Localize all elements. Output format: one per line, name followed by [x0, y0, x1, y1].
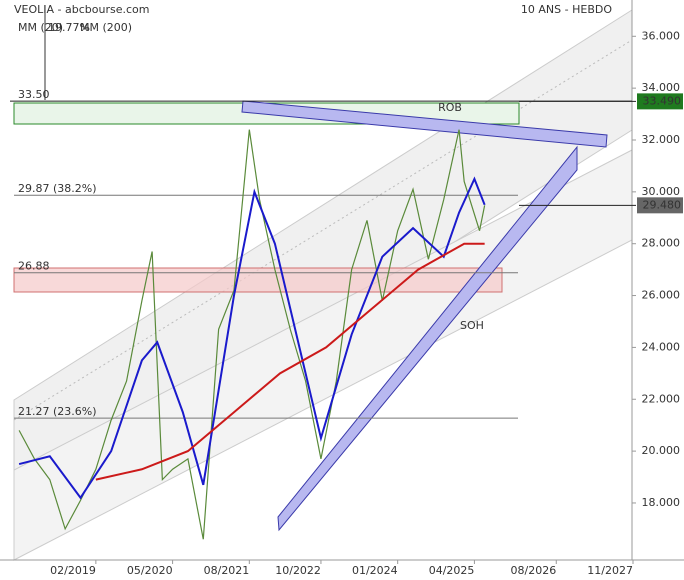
x-tick-label: 08/2026: [511, 564, 557, 577]
series-line: [18, 176, 486, 500]
rob-band: [241, 100, 608, 148]
x-tick-label: 11/2027: [587, 564, 633, 577]
x-tick-label: 01/2024: [352, 564, 398, 577]
y-tick-label: 26.000: [642, 289, 681, 302]
support-zone: [13, 267, 503, 293]
y-tick-label: 18.000: [642, 496, 681, 509]
chart-title: VEOLIA - abcbourse.com: [14, 3, 149, 16]
y-tick-label: 30.000: [642, 185, 681, 198]
annotation: ROB: [438, 101, 462, 114]
x-tick-label: 04/2025: [429, 564, 475, 577]
x-tick-label: 05/2020: [127, 564, 173, 577]
x-tick-label: 08/2021: [204, 564, 250, 577]
y-tick-label: 28.000: [642, 237, 681, 250]
price-box: [637, 197, 683, 214]
y-tick-label: 32.000: [642, 133, 681, 146]
legend-extra: 19.77%: [48, 21, 90, 34]
y-tick-label: 24.000: [642, 340, 681, 353]
legend-entry: MM (20): [18, 21, 63, 34]
level-label: 29.87 (38.2%): [18, 182, 97, 195]
x-tick-label: 10/2022: [275, 564, 321, 577]
annotation: SOH: [460, 319, 484, 332]
chart-subtitle: 10 ANS - HEBDO: [521, 3, 612, 16]
level-label: 33.50: [18, 88, 50, 101]
series-line: [18, 129, 486, 540]
level-label: 21.27 (23.6%): [18, 405, 97, 418]
y-tick-label: 20.000: [642, 444, 681, 457]
y-tick-label: 34.000: [642, 81, 681, 94]
price-box: [637, 93, 683, 110]
soh-band: [277, 145, 578, 532]
y-tick-label: 22.000: [642, 392, 681, 405]
y-tick-label: 36.000: [642, 29, 681, 42]
legend-entry: MM (200): [80, 21, 132, 34]
level-label: 26.88: [18, 260, 50, 273]
x-tick-label: 02/2019: [50, 564, 96, 577]
series-line: [95, 242, 485, 481]
price-label: 33.490: [643, 94, 682, 107]
price-label: 29.480: [643, 198, 682, 211]
mid-line: [13, 39, 633, 421]
